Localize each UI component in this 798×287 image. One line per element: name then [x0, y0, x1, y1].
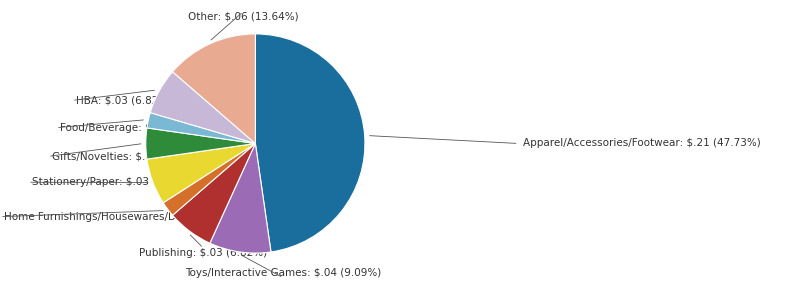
Text: Stationery/Paper: $.03 (6.82%): Stationery/Paper: $.03 (6.82%) [32, 177, 193, 187]
Wedge shape [172, 34, 255, 144]
Wedge shape [255, 34, 365, 252]
Wedge shape [150, 72, 255, 144]
Text: Food/Beverage: $.01 (2.27%): Food/Beverage: $.01 (2.27%) [60, 123, 212, 133]
Text: Other: $.06 (13.64%): Other: $.06 (13.64%) [188, 11, 298, 22]
Text: Apparel/Accessories/Footwear: $.21 (47.73%): Apparel/Accessories/Footwear: $.21 (47.7… [523, 139, 760, 148]
Wedge shape [147, 144, 255, 203]
Wedge shape [146, 128, 255, 159]
Text: HBA: $.03 (6.82%): HBA: $.03 (6.82%) [76, 96, 172, 105]
Text: Toys/Interactive Games: $.04 (9.09%): Toys/Interactive Games: $.04 (9.09%) [185, 268, 381, 278]
Text: Publishing: $.03 (6.82%): Publishing: $.03 (6.82%) [140, 248, 267, 258]
Wedge shape [147, 113, 255, 144]
Wedge shape [172, 144, 255, 243]
Wedge shape [164, 144, 255, 215]
Text: Home Furnishings/Housewares/Domestics: $.01 (2.27%): Home Furnishings/Housewares/Domestics: $… [4, 212, 297, 222]
Text: Gifts/Novelties: $.02 (4.55%): Gifts/Novelties: $.02 (4.55%) [52, 152, 203, 161]
Wedge shape [210, 144, 271, 253]
